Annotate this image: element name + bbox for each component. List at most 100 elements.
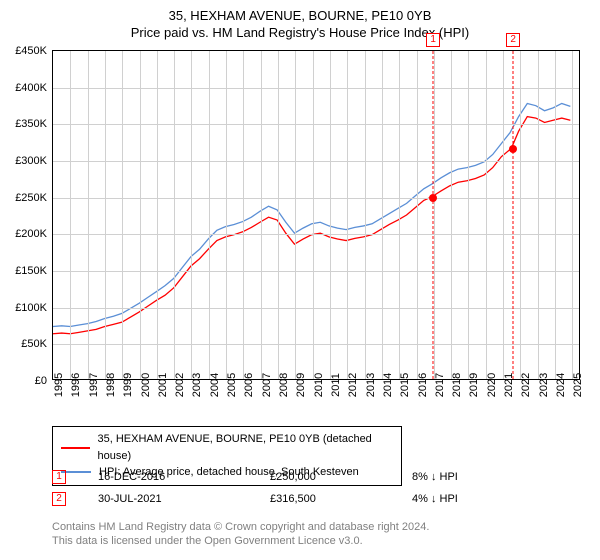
x-axis-label: 2004 (209, 373, 221, 397)
sale-record-price: £250,000 (270, 471, 380, 483)
x-axis-label: 2009 (295, 373, 307, 397)
gridline-v (451, 51, 452, 379)
x-axis-label: 2013 (365, 373, 377, 397)
sale-record-marker: 2 (52, 492, 66, 506)
gridline-v (572, 51, 573, 379)
y-axis-label: £300K (15, 155, 47, 167)
gridline-h (53, 234, 579, 235)
gridline-v (278, 51, 279, 379)
gridline-h (53, 308, 579, 309)
gridline-v (313, 51, 314, 379)
gridline-h (53, 124, 579, 125)
gridline-v (88, 51, 89, 379)
x-axis-label: 2020 (486, 373, 498, 397)
x-axis-label: 2005 (226, 373, 238, 397)
x-axis-label: 2000 (140, 373, 152, 397)
sale-marker-line (433, 51, 434, 379)
sale-record-marker: 1 (52, 470, 66, 484)
x-axis-label: 1999 (122, 373, 134, 397)
plot-area: £0£50K£100K£150K£200K£250K£300K£350K£400… (52, 50, 580, 380)
gridline-v (486, 51, 487, 379)
gridline-v (555, 51, 556, 379)
x-axis-label: 1997 (88, 373, 100, 397)
series-line-property (53, 117, 570, 334)
gridline-v (399, 51, 400, 379)
gridline-v (417, 51, 418, 379)
gridline-h (53, 198, 579, 199)
gridline-v (174, 51, 175, 379)
sale-record-change: 8% ↓ HPI (412, 471, 502, 483)
x-axis-label: 2003 (191, 373, 203, 397)
x-axis-label: 2010 (313, 373, 325, 397)
x-axis-label: 2002 (174, 373, 186, 397)
gridline-v (347, 51, 348, 379)
gridline-v (503, 51, 504, 379)
sale-marker-line (513, 51, 514, 379)
sale-record-price: £316,500 (270, 493, 380, 505)
x-axis-label: 2008 (278, 373, 290, 397)
legend-swatch (61, 447, 90, 449)
sale-marker-number: 2 (506, 33, 520, 47)
gridline-v (434, 51, 435, 379)
sale-record-row: 1 16-DEC-2016 £250,000 8% ↓ HPI (52, 470, 502, 484)
y-axis-label: £450K (15, 45, 47, 57)
x-axis-label: 2014 (382, 373, 394, 397)
footer-line1: Contains HM Land Registry data © Crown c… (52, 520, 429, 534)
x-axis-label: 2023 (538, 373, 550, 397)
x-axis-label: 1996 (70, 373, 82, 397)
y-axis-label: £250K (15, 192, 47, 204)
gridline-v (520, 51, 521, 379)
x-axis-label: 2019 (468, 373, 480, 397)
sale-marker-dot (509, 145, 517, 153)
footer-attribution: Contains HM Land Registry data © Crown c… (52, 520, 429, 549)
gridline-v (70, 51, 71, 379)
gridline-v (226, 51, 227, 379)
x-axis-label: 2024 (555, 373, 567, 397)
gridline-v (105, 51, 106, 379)
gridline-v (261, 51, 262, 379)
x-axis-label: 2022 (520, 373, 532, 397)
x-axis-label: 1998 (105, 373, 117, 397)
chart-title-line1: 35, HEXHAM AVENUE, BOURNE, PE10 0YB (0, 0, 600, 25)
series-line-hpi (53, 103, 570, 326)
chart-lines-svg (53, 51, 579, 379)
x-axis-label: 2012 (347, 373, 359, 397)
gridline-v (295, 51, 296, 379)
sale-record-row: 2 30-JUL-2021 £316,500 4% ↓ HPI (52, 492, 502, 506)
x-axis-label: 2006 (243, 373, 255, 397)
legend-label: 35, HEXHAM AVENUE, BOURNE, PE10 0YB (det… (98, 431, 394, 464)
x-axis-label: 2001 (157, 373, 169, 397)
legend-row: 35, HEXHAM AVENUE, BOURNE, PE10 0YB (det… (61, 431, 393, 464)
y-axis-label: £400K (15, 82, 47, 94)
gridline-h (53, 88, 579, 89)
x-axis-label: 2007 (261, 373, 273, 397)
x-axis-label: 2011 (330, 373, 342, 397)
sale-marker-dot (429, 194, 437, 202)
gridline-v (191, 51, 192, 379)
sale-record-date: 30-JUL-2021 (98, 493, 238, 505)
x-axis-label: 2018 (451, 373, 463, 397)
gridline-v (330, 51, 331, 379)
gridline-v (140, 51, 141, 379)
x-axis-label: 2015 (399, 373, 411, 397)
footer-line2: This data is licensed under the Open Gov… (52, 534, 429, 548)
sale-record-date: 16-DEC-2016 (98, 471, 238, 483)
gridline-v (157, 51, 158, 379)
gridline-v (243, 51, 244, 379)
y-axis-label: £200K (15, 228, 47, 240)
gridline-v (382, 51, 383, 379)
gridline-v (209, 51, 210, 379)
y-axis-label: £0 (35, 375, 47, 387)
gridline-h (53, 344, 579, 345)
y-axis-label: £350K (15, 118, 47, 130)
gridline-v (365, 51, 366, 379)
gridline-h (53, 271, 579, 272)
gridline-v (468, 51, 469, 379)
sale-record-change: 4% ↓ HPI (412, 493, 502, 505)
x-axis-label: 2016 (417, 373, 429, 397)
y-axis-label: £50K (21, 338, 47, 350)
chart-container: 35, HEXHAM AVENUE, BOURNE, PE10 0YB Pric… (0, 0, 600, 560)
x-axis-label: 2025 (572, 373, 584, 397)
gridline-h (53, 161, 579, 162)
x-axis-label: 1995 (53, 373, 65, 397)
